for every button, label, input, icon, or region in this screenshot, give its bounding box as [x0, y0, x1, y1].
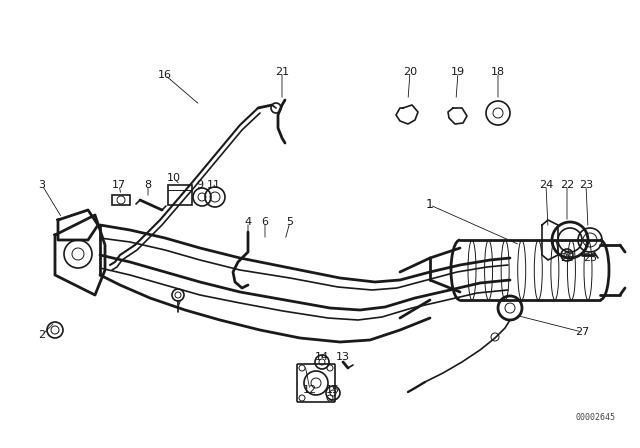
Text: 14: 14 [315, 352, 329, 362]
Text: 2: 2 [38, 330, 45, 340]
Text: 7: 7 [175, 300, 182, 310]
Text: 15: 15 [326, 385, 340, 395]
Text: 23: 23 [579, 180, 593, 190]
Text: 12: 12 [303, 385, 317, 395]
Text: 1: 1 [426, 198, 434, 211]
Text: 27: 27 [575, 327, 589, 337]
Text: 00002645: 00002645 [575, 414, 615, 422]
Text: 20: 20 [403, 67, 417, 77]
Text: 16: 16 [158, 70, 172, 80]
Text: 24: 24 [539, 180, 553, 190]
Circle shape [271, 103, 281, 113]
Text: 19: 19 [451, 67, 465, 77]
Circle shape [491, 333, 499, 341]
Text: 8: 8 [145, 180, 152, 190]
Text: 25: 25 [583, 253, 597, 263]
Text: 3: 3 [38, 180, 45, 190]
Text: 17: 17 [112, 180, 126, 190]
Text: 22: 22 [560, 180, 574, 190]
Text: 10: 10 [167, 173, 181, 183]
Text: 18: 18 [491, 67, 505, 77]
Text: 13: 13 [336, 352, 350, 362]
Text: 6: 6 [262, 217, 269, 227]
Bar [112, 195, 130, 205]
Text: 11: 11 [207, 180, 221, 190]
Text: 9: 9 [196, 180, 204, 190]
Text: 26: 26 [560, 253, 574, 263]
Text: 4: 4 [244, 217, 252, 227]
Bar [168, 185, 192, 205]
Text: 21: 21 [275, 67, 289, 77]
Text: 5: 5 [287, 217, 294, 227]
